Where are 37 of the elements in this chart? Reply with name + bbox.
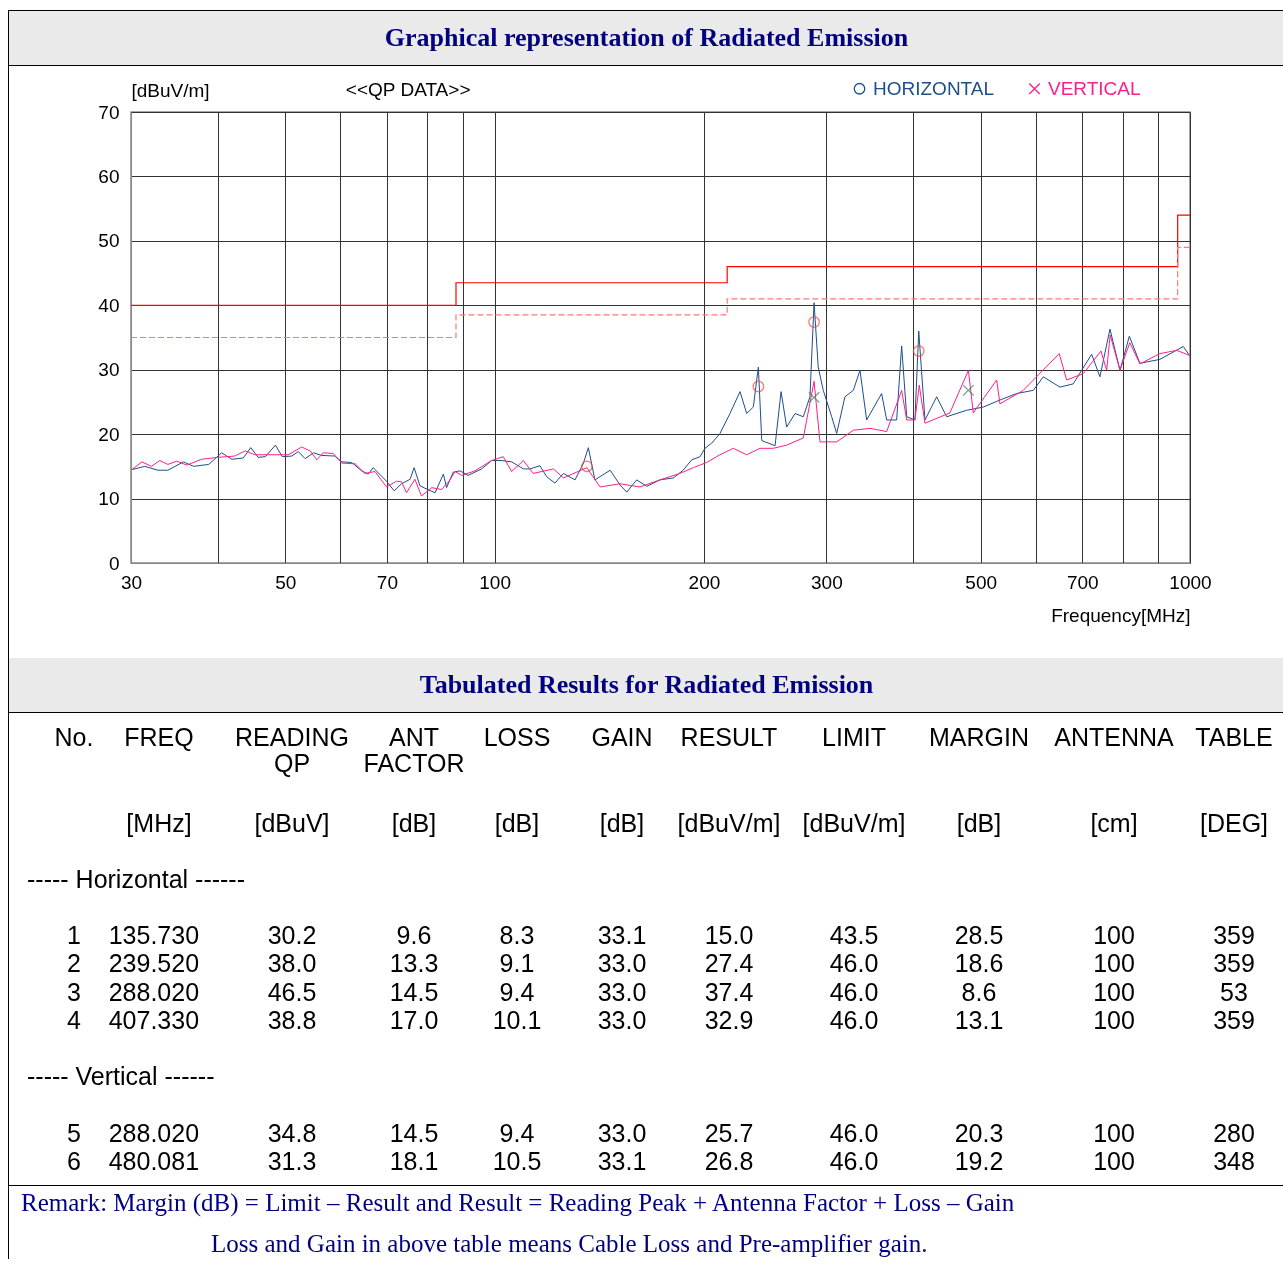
chart-title: Graphical representation of Radiated Emission: [9, 11, 1283, 66]
y-tick-label: 40: [98, 294, 120, 316]
text: [MHz] [dBuV] [dB] [dB] [dB] [dBuV/m] [dBuV/m] [dB] [cm] [DEG]: [126, 809, 1269, 837]
x-tick-label: 500: [965, 571, 998, 593]
text: 2 239.520 38.0 13.3 9.1 33.0 27.4 46.0 18.6 100 359: [67, 949, 1255, 977]
y-tick-label: 10: [98, 488, 120, 510]
text: No. FREQ READING ANT LOSS GAIN RESULT LIMIT MARGIN ANTENNA TABLE: [54, 723, 1273, 751]
text: QP FACTOR: [273, 749, 465, 777]
text: 5 288.020 34.8 14.5 9.4 33.0 25.7 46.0 20.3 100 280: [67, 1119, 1255, 1147]
x-tick-label: 1000: [1169, 571, 1212, 593]
x-tick-label: 30: [120, 571, 143, 593]
x-tick-label: 300: [811, 571, 843, 593]
text: 3 288.020 46.5 14.5 9.4 33.0 37.4 46.0 8.6 100 53: [67, 978, 1248, 1006]
x-tick-label: 70: [376, 571, 398, 593]
x-tick-label: 700: [1066, 571, 1099, 593]
y-tick-label: 50: [98, 230, 120, 252]
x-axis-title: Frequency[MHz]: [1051, 604, 1191, 626]
legend-label: HORIZONTAL: [873, 77, 995, 99]
y-tick-label: 20: [98, 423, 120, 445]
x-tick-label: 50: [275, 571, 297, 593]
y-tick-label: 60: [98, 165, 120, 187]
text: Loss and Gain in above table means Cable Loss and Pre-amplifier gain.: [211, 1230, 928, 1258]
chart-subtitle: <<QP DATA>>: [345, 79, 471, 100]
text: 1 135.730 30.2 9.6 8.3 33.1 15.0 43.5 28.5 100 359: [67, 921, 1255, 949]
x-tick-label: 200: [688, 571, 721, 593]
x-tick-label: 100: [479, 571, 511, 593]
y-tick-label: 30: [98, 359, 120, 381]
text: ----- Vertical ------: [27, 1062, 215, 1091]
text: ----- Horizontal ------: [27, 865, 246, 894]
text: Tabulated Results for Radiated Emission: [9, 658, 1283, 713]
legend-label: VERTICAL: [1048, 77, 1141, 99]
text: 6 480.081 31.3 18.1 10.5 33.1 26.8 46.0 19.2 100 348: [67, 1147, 1255, 1175]
y-tick-label: 0: [108, 552, 120, 574]
text: Remark: Margin (dB) = Limit – Result and Result = Reading Peak + Antenna Factor + Loss – Gain: [21, 1189, 1015, 1217]
y-axis-title: [dBuV/m]: [131, 79, 210, 101]
text: 4 407.330 38.8 17.0 10.1 33.0 32.9 46.0 13.1 100 359: [67, 1006, 1255, 1034]
y-tick-label: 70: [98, 101, 120, 123]
